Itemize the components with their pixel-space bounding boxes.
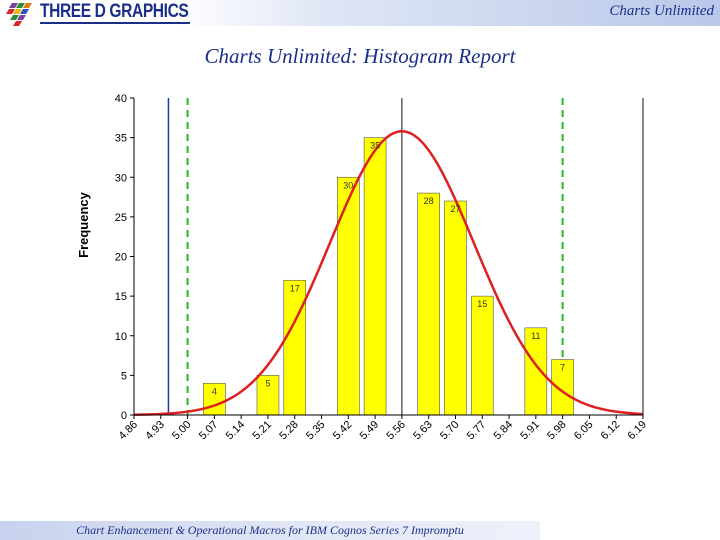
logo-underline [40,22,190,24]
bar-value-label: 28 [424,196,434,206]
y-tick-label: 10 [115,331,127,343]
x-tick-label: 6.12 [599,419,623,443]
histogram-bar [363,137,387,416]
y-tick-label: 40 [115,93,127,105]
x-tick-label: 5.70 [438,419,462,443]
footer-text: Chart Enhancement & Operational Macros f… [76,523,464,537]
x-tick-label: 5.91 [518,419,542,443]
y-axis-label: Frequency [76,191,91,258]
report-title: Charts Unlimited: Histogram Report [204,44,516,68]
y-tick-label: 25 [115,212,127,224]
histogram-bar [444,200,467,416]
logo: THREE D GRAPHICS [2,1,190,27]
x-tick-label: 5.84 [492,419,516,443]
x-tick-label: 5.77 [465,419,489,443]
brand-name: Charts Unlimited [609,3,714,19]
x-tick-label: 5.42 [331,419,355,443]
x-tick-label: 4.86 [116,419,140,443]
bar-value-label: 17 [290,283,300,293]
x-tick-label: 5.28 [277,419,301,443]
x-tick-label: 5.63 [411,419,435,443]
x-tick-label: 5.35 [304,419,328,443]
x-tick-label: 5.07 [197,419,221,443]
x-tick-label: 5.56 [384,419,408,443]
x-tick-label: 6.19 [625,419,649,443]
y-tick-label: 20 [115,252,127,264]
histogram-chart: 4 5 17 30 35 28 27 15 11 7 0 5 10 15 20 25 30 35 40 4.86 4.9… [76,93,649,443]
bar-value-label: 27 [450,204,460,214]
histogram-bar [417,192,440,416]
histogram-bar [524,327,548,416]
histogram-bar [470,295,494,416]
x-tick-label: 5.00 [170,419,194,443]
logo-text: THREE D GRAPHICS [40,1,189,22]
y-tick-label: 0 [121,410,127,422]
x-tick-label: 4.93 [143,419,167,443]
y-tick-label: 30 [115,172,127,184]
three-d-graphics-logo-icon [6,3,32,26]
bar-value-label: 30 [343,180,353,190]
x-tick-label: 6.05 [572,419,596,443]
y-tick-label: 5 [121,370,127,382]
bar-value-label: 4 [212,386,217,396]
footer-bar [0,521,540,540]
histogram-bar [337,176,360,416]
x-tick-label: 5.49 [358,419,382,443]
bar-value-label: 7 [560,363,565,373]
histogram-bar [283,279,307,416]
x-tick-label: 5.14 [224,419,248,443]
y-tick-label: 35 [115,133,127,145]
bar-value-label: 35 [370,141,380,151]
bar-value-label: 5 [265,378,270,388]
bar-value-label: 15 [477,299,487,309]
header-band [0,0,720,26]
bar-value-label: 11 [531,331,540,341]
x-tick-label: 5.98 [545,419,569,443]
y-tick-label: 15 [115,291,127,303]
normal-curve [134,130,643,416]
x-tick-label: 5.21 [250,419,274,443]
